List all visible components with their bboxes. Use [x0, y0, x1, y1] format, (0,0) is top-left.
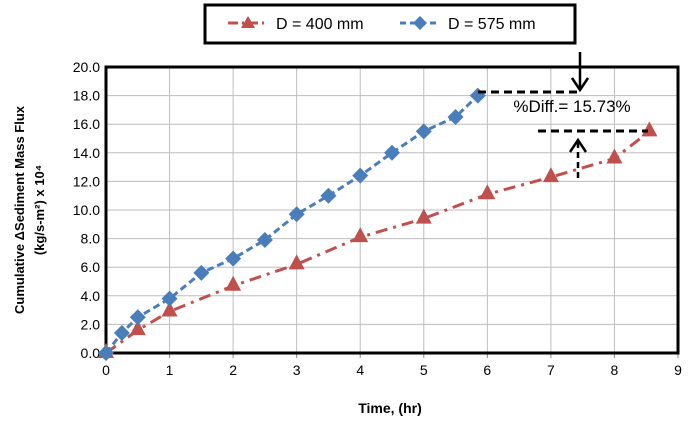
x-tick-label: 5 — [420, 362, 428, 378]
diamond-marker — [113, 324, 130, 341]
legend-box — [203, 3, 577, 45]
diff-label: %Diff.= 15.73% — [513, 97, 630, 116]
diamond-marker — [129, 309, 146, 326]
y-tick-label: 16.0 — [73, 116, 100, 132]
down-arrowhead-icon — [570, 77, 590, 93]
diamond-marker — [225, 250, 242, 267]
triangle-marker — [129, 320, 146, 336]
y-tick-label: 2.0 — [81, 316, 101, 332]
diamond-marker — [161, 290, 178, 307]
x-axis-label: Time, (hr) — [358, 400, 422, 416]
y-tick-label: 0.0 — [81, 345, 101, 361]
diamond-marker — [288, 206, 305, 223]
y-tick-label: 20.0 — [73, 59, 100, 75]
legend-diamond-icon — [413, 16, 427, 30]
diamond-marker — [447, 109, 464, 126]
x-tick-label: 3 — [293, 362, 301, 378]
triangle-marker — [606, 148, 623, 164]
y-tick-label: 6.0 — [81, 259, 101, 275]
y-tick-label: 10.0 — [73, 202, 100, 218]
y-axis-label-line2: (kg/s-m²) x 10⁴ — [32, 165, 47, 255]
y-axis-label-line1: Cumulative ΔSediment Mass Flux — [12, 105, 27, 314]
diamond-marker — [98, 345, 114, 361]
triangle-marker — [542, 167, 559, 183]
y-tick-label: 18.0 — [73, 88, 100, 104]
diamond-marker — [415, 123, 432, 140]
diamond-marker — [320, 187, 337, 204]
x-tick-label: 8 — [611, 362, 619, 378]
x-tick-label: 1 — [166, 362, 174, 378]
x-tick-label: 2 — [229, 362, 237, 378]
diamond-marker — [193, 264, 210, 281]
plot-border — [104, 65, 680, 355]
y-tick-label: 14.0 — [73, 145, 100, 161]
legend-label-400: D = 400 mm — [276, 16, 364, 33]
triangle-marker — [352, 227, 369, 243]
x-tick-label: 6 — [483, 362, 491, 378]
y-tick-label: 4.0 — [81, 288, 101, 304]
y-tick-label: 8.0 — [81, 231, 101, 247]
diamond-marker — [469, 87, 486, 104]
diamond-marker — [256, 232, 273, 249]
x-tick-label: 7 — [547, 362, 555, 378]
diff-annotation: %Diff.= 15.73% — [478, 52, 648, 178]
triangle-marker — [288, 254, 305, 270]
up-arrowhead-icon — [568, 137, 588, 153]
legend: D = 400 mm D = 575 mm — [203, 3, 577, 45]
triangle-marker — [225, 275, 242, 291]
triangle-marker — [479, 184, 496, 200]
x-tick-label: 0 — [102, 362, 110, 378]
legend-label-575: D = 575 mm — [448, 16, 536, 33]
x-tick-label: 9 — [674, 362, 682, 378]
y-tick-label: 12.0 — [73, 173, 100, 189]
legend-triangle-icon — [241, 16, 255, 28]
triangle-marker — [641, 121, 658, 137]
triangle-marker — [161, 301, 178, 317]
x-tick-label: 4 — [356, 362, 364, 378]
diamond-marker — [384, 144, 400, 161]
triangle-marker — [415, 208, 432, 224]
diamond-marker — [352, 167, 369, 184]
